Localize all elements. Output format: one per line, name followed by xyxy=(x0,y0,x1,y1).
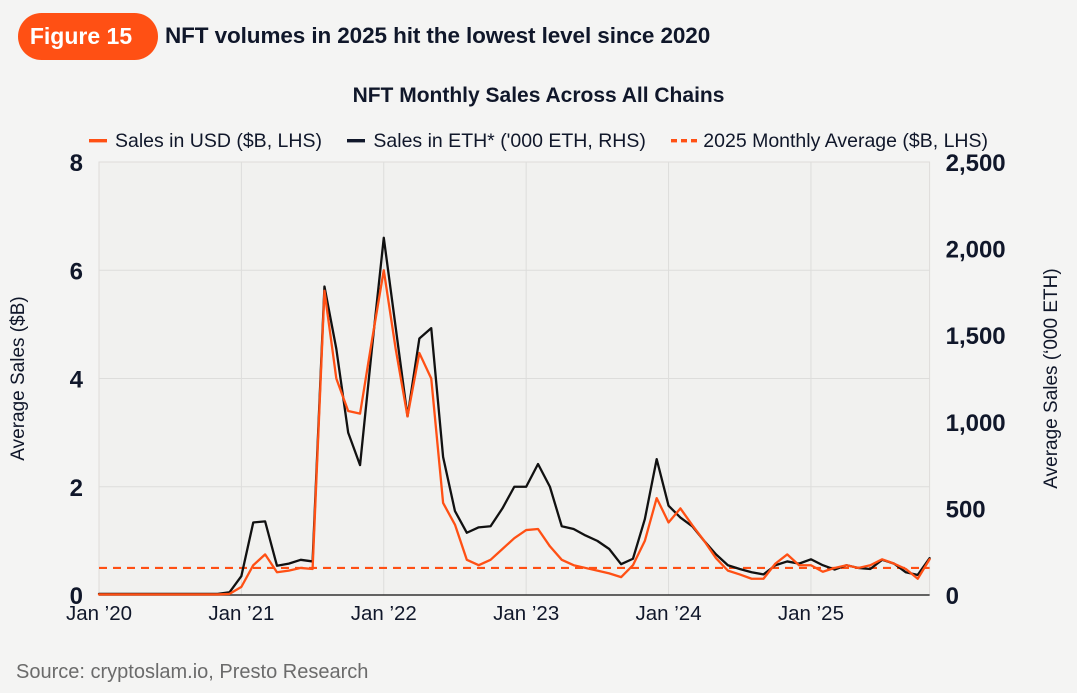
svg-text:1,000: 1,000 xyxy=(946,410,1006,437)
svg-text:Jan ’23: Jan ’23 xyxy=(493,602,559,625)
svg-text:2,500: 2,500 xyxy=(946,150,1006,177)
svg-text:Average Sales ($B): Average Sales ($B) xyxy=(8,296,29,460)
svg-text:500: 500 xyxy=(946,496,986,523)
svg-text:Jan ’24: Jan ’24 xyxy=(635,602,701,625)
svg-text:2: 2 xyxy=(70,475,83,502)
svg-text:Jan ’20: Jan ’20 xyxy=(66,602,132,625)
svg-text:1,500: 1,500 xyxy=(946,323,1006,350)
svg-text:0: 0 xyxy=(946,583,959,610)
svg-text:Jan ’25: Jan ’25 xyxy=(778,602,844,625)
svg-text:4: 4 xyxy=(70,367,84,394)
svg-text:6: 6 xyxy=(70,258,83,285)
svg-text:8: 8 xyxy=(70,150,83,177)
svg-text:Jan ’21: Jan ’21 xyxy=(208,602,274,625)
svg-text:2,000: 2,000 xyxy=(946,237,1006,264)
svg-text:Average Sales (‘000 ETH): Average Sales (‘000 ETH) xyxy=(1041,268,1062,488)
svg-text:Jan ’22: Jan ’22 xyxy=(351,602,417,625)
